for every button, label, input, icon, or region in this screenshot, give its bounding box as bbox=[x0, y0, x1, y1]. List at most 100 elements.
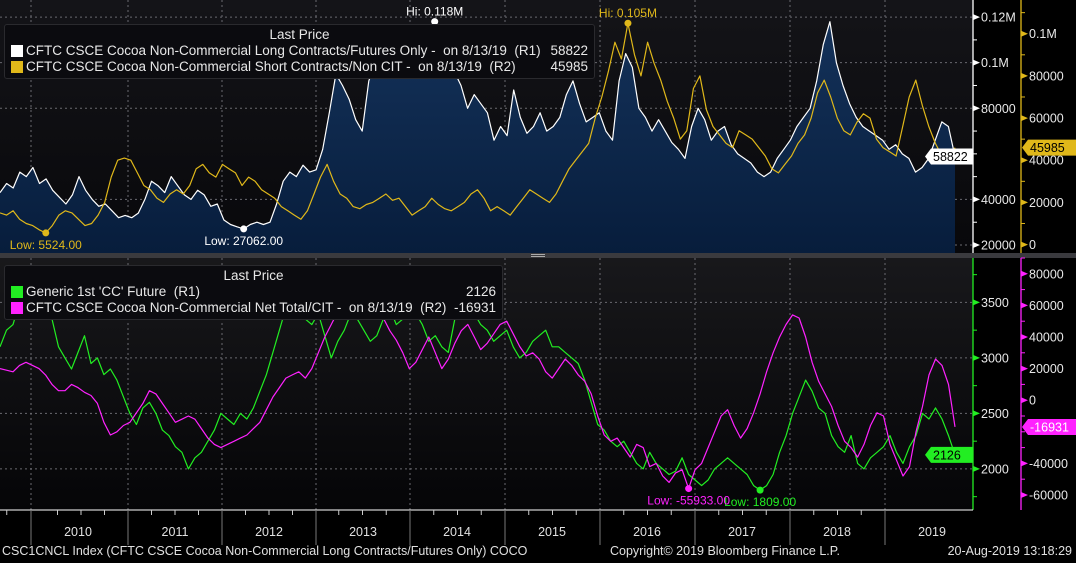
axis-tick-marker bbox=[1021, 302, 1028, 309]
legend-item-net[interactable]: CFTC CSCE Cocoa Non-Commercial Net Total… bbox=[11, 300, 496, 316]
axis-tick-marker bbox=[1021, 199, 1028, 206]
future-last-value-tag bbox=[925, 446, 973, 463]
pane-divider-grip[interactable] bbox=[531, 254, 545, 255]
long-high-marker bbox=[431, 18, 439, 26]
legend-label: CFTC CSCE Cocoa Non-Commercial Net Total… bbox=[26, 300, 447, 315]
short-last-value-tag bbox=[1022, 139, 1076, 156]
long-contracts-area bbox=[0, 21, 955, 254]
pane-divider[interactable] bbox=[0, 253, 1076, 258]
axis-tick-label: 20000 bbox=[981, 239, 1016, 253]
axis-tick-marker bbox=[1021, 397, 1028, 404]
year-label: 2011 bbox=[161, 525, 189, 539]
net-last-value-text: -16931 bbox=[1030, 420, 1069, 434]
legend-label: Generic 1st 'CC' Future (R1) bbox=[26, 284, 200, 299]
axis-tick-marker bbox=[1021, 491, 1028, 498]
axis-tick-label: 0 bbox=[1029, 394, 1036, 408]
short-low-label: Low: 5524.00 bbox=[10, 238, 82, 252]
long-series-line bbox=[0, 21, 956, 230]
axis-tick-label: 80000 bbox=[1029, 69, 1064, 83]
short-high-marker bbox=[624, 19, 632, 27]
legend-label: CFTC CSCE Cocoa Non-Commercial Long Cont… bbox=[26, 43, 541, 58]
legend-title: Last Price bbox=[223, 268, 284, 283]
axis-tick-label: -40000 bbox=[1029, 457, 1068, 471]
axis-tick-marker bbox=[1021, 241, 1028, 248]
axis-tick-label: 60000 bbox=[1029, 299, 1064, 313]
legend-item-short[interactable]: CFTC CSCE Cocoa Non-Commercial Short Con… bbox=[11, 59, 588, 75]
legend-value: -16931 bbox=[453, 300, 496, 315]
axis-tick-label: 0.1M bbox=[981, 56, 1009, 70]
net-series-line bbox=[0, 279, 956, 490]
legend-value: 2126 bbox=[465, 284, 496, 299]
swatch-green bbox=[11, 286, 23, 298]
axis-tick-label: 0 bbox=[1029, 238, 1036, 252]
year-label: 2013 bbox=[349, 525, 377, 539]
year-label: 2018 bbox=[823, 525, 851, 539]
top-legend: Last Price CFTC CSCE Cocoa Non-Commercia… bbox=[4, 24, 595, 79]
axis-tick-label: 20000 bbox=[1029, 362, 1064, 376]
long-low-label: Low: 27062.00 bbox=[204, 234, 283, 248]
axis-tick-marker bbox=[1021, 333, 1028, 340]
axis-tick-marker bbox=[1021, 157, 1028, 164]
future-last-value-text: 2126 bbox=[933, 448, 961, 462]
copyright: Copyright© 2019 Bloomberg Finance L.P. bbox=[610, 544, 840, 558]
legend-title: Last Price bbox=[269, 27, 330, 42]
axis-tick-label: 0.1M bbox=[1029, 27, 1057, 41]
year-label: 2017 bbox=[728, 525, 756, 539]
legend-item-future[interactable]: Generic 1st 'CC' Future (R1) 2126 bbox=[11, 284, 496, 300]
short-series-line bbox=[0, 22, 956, 234]
year-label: 2012 bbox=[255, 525, 283, 539]
x-axis bbox=[0, 509, 973, 545]
net-last-value-tag bbox=[1022, 418, 1076, 435]
legend-label: CFTC CSCE Cocoa Non-Commercial Short Con… bbox=[26, 59, 516, 74]
axis-tick-label: 80000 bbox=[1029, 267, 1064, 281]
axis-tick-label: -60000 bbox=[1029, 488, 1068, 502]
year-label: 2019 bbox=[918, 525, 946, 539]
long-last-value-tag bbox=[925, 148, 973, 165]
axis-tick-label: 3000 bbox=[981, 351, 1009, 365]
axis-tick-marker bbox=[1021, 365, 1028, 372]
year-label: 2016 bbox=[633, 525, 661, 539]
long-last-value-text: 58822 bbox=[933, 150, 968, 164]
axis-tick-label: 2000 bbox=[981, 462, 1009, 476]
axis-tick-marker bbox=[973, 465, 980, 472]
axis-tick-marker bbox=[973, 59, 980, 66]
axis-tick-label: 40000 bbox=[1029, 330, 1064, 344]
top-plot: Hi: 0.118M Low: 27062.00 Hi: 0.105M Low: 55… bbox=[0, 5, 956, 254]
short-low-marker bbox=[42, 229, 50, 237]
axis-tick-marker bbox=[973, 410, 980, 417]
short-last-value-text: 45985 bbox=[1030, 141, 1065, 155]
axis-tick-label: 40000 bbox=[1029, 154, 1064, 168]
net-low-marker bbox=[685, 485, 693, 493]
bottom-legend: Last Price Generic 1st 'CC' Future (R1) … bbox=[4, 265, 503, 320]
year-label: 2010 bbox=[64, 525, 92, 539]
long-high-label: Hi: 0.118M bbox=[406, 5, 463, 19]
year-label: 2015 bbox=[538, 525, 566, 539]
legend-item-long[interactable]: CFTC CSCE Cocoa Non-Commercial Long Cont… bbox=[11, 43, 588, 59]
axis-tick-marker bbox=[973, 105, 980, 112]
legend-value: 45985 bbox=[550, 59, 588, 74]
swatch-white bbox=[11, 45, 23, 57]
axis-tick-marker bbox=[1021, 460, 1028, 467]
axis-tick-marker bbox=[1021, 72, 1028, 79]
timestamp: 20-Aug-2019 13:18:29 bbox=[947, 544, 1072, 558]
axis-tick-label: 20000 bbox=[1029, 196, 1064, 210]
axis-tick-label: 40000 bbox=[981, 193, 1016, 207]
axis-tick-marker bbox=[1021, 270, 1028, 277]
swatch-magenta bbox=[11, 302, 23, 314]
axes: 0.12M0.1M8000040000200000.1M800006000040… bbox=[925, 0, 1076, 510]
axis-tick-marker bbox=[1021, 115, 1028, 122]
ticker-description: CSC1CNCL Index (CFTC CSCE Cocoa Non-Comm… bbox=[2, 544, 528, 558]
future-low-marker bbox=[756, 486, 764, 494]
long-low-marker bbox=[240, 225, 248, 233]
axis-tick-marker bbox=[973, 354, 980, 361]
axis-tick-label: 80000 bbox=[981, 102, 1016, 116]
axis-tick-marker bbox=[973, 242, 980, 249]
year-label: 2014 bbox=[443, 525, 471, 539]
short-high-label: Hi: 0.105M bbox=[599, 6, 657, 20]
net-low-label: Low: -55933.00 bbox=[647, 494, 730, 508]
axis-tick-marker bbox=[973, 14, 980, 21]
swatch-gold bbox=[11, 61, 23, 73]
axis-tick-marker bbox=[1021, 30, 1028, 37]
axis-tick-marker bbox=[973, 196, 980, 203]
